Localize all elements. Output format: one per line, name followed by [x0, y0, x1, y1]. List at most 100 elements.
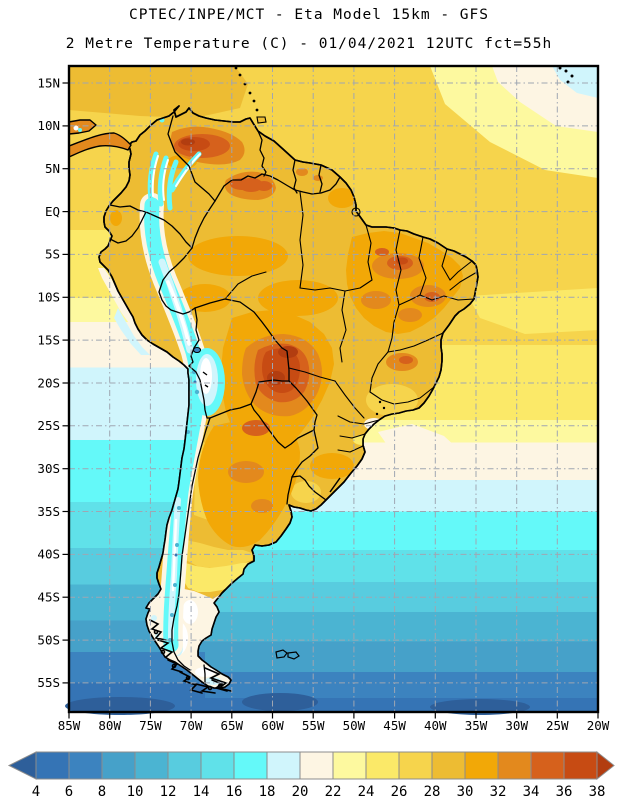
- northeast-atlantic-cool-patch: [552, 66, 598, 98]
- border-chile-bolivia: [188, 365, 211, 419]
- ne-brazil-hot-patch: [398, 308, 422, 322]
- border-brazil-bolivia: [194, 298, 290, 382]
- border-suriname-guiana: [318, 164, 323, 193]
- border-guyana-suriname: [292, 159, 298, 194]
- colombia-cordillera-white: [151, 155, 159, 197]
- border-peru-brazil: [158, 247, 196, 315]
- colorbar-tick-label: 20: [292, 784, 309, 800]
- colorbar-tick-label: 16: [226, 784, 243, 800]
- pampas-warm-region: [198, 420, 300, 548]
- lat-tick-label: 20S: [37, 375, 60, 390]
- south-brazil-warm-blob: [310, 453, 354, 479]
- colorbar-segment: [530, 751, 565, 780]
- border-paraguay-argentina: [250, 403, 315, 449]
- colorbar-tick-label: 24: [358, 784, 375, 800]
- colombia-cordillera-central: [157, 155, 169, 207]
- amazon-warm-blob: [179, 284, 231, 312]
- humboldt-cool-tongue: [114, 308, 150, 355]
- colorbar-tick-label: 38: [589, 784, 606, 800]
- lat-tick-label: 10S: [37, 290, 60, 305]
- lon-tick-label: 85W: [58, 718, 81, 733]
- amapa-warm-spot: [328, 188, 356, 208]
- lat-tick-label: 30S: [37, 461, 60, 476]
- central-america: [68, 119, 132, 158]
- lon-tick-label: 55W: [302, 718, 325, 733]
- colorbar-segment: [332, 751, 367, 780]
- brazil-current-cream-bulge: [378, 424, 468, 478]
- border-peru-bolivia: [188, 307, 200, 367]
- lat-tick-label: 35S: [37, 504, 60, 519]
- colorbar-tick-label: 8: [98, 784, 106, 800]
- cape-verde-dots: [558, 66, 574, 84]
- border-colombia-ecuador: [109, 204, 147, 213]
- colorbar-segment: [101, 751, 136, 780]
- latitude-labels: 15N 10N 5N EQ 5S 10S 15S 20S 25S 30S 35S…: [37, 75, 60, 690]
- venezuela-peak-heat: [181, 138, 195, 146]
- amazon-warm-blob: [188, 236, 288, 276]
- colorbar-above-arrow: [596, 750, 615, 781]
- colombia-cordillera-east: [166, 159, 179, 211]
- southern-ocean-cold-patch: [65, 697, 175, 715]
- border-colombia-venezuela: [167, 115, 216, 202]
- southern-ocean-cold-patch: [242, 693, 318, 711]
- colorbar-tick-label: 26: [391, 784, 408, 800]
- costa-rica-cyan-dot: [78, 128, 82, 132]
- falkland-islands-west: [275, 649, 288, 659]
- colorbar-tick-label: 28: [424, 784, 441, 800]
- colorbar-segment: [365, 751, 400, 780]
- colorbar-segment: [464, 751, 499, 780]
- chart-subtitle: 2 Metre Temperature (C) - 01/04/2021 12U…: [66, 36, 553, 52]
- guiana-coast-spot: [296, 168, 308, 176]
- lat-tick-label: 15S: [37, 332, 60, 347]
- colorbar-segment: [35, 751, 70, 780]
- colorbar-segment: [68, 751, 103, 780]
- colorbar-tick-label: 14: [193, 784, 210, 800]
- colorbar-segment: [398, 751, 433, 780]
- border-ecuador-peru: [109, 211, 147, 244]
- country-borders: [109, 115, 478, 684]
- andes-cold-crest-dots: [168, 369, 200, 642]
- colorbar-segment: [497, 751, 532, 780]
- se-brazil-coastal-islets: [375, 400, 386, 416]
- humboldt-cream-tongue: [98, 268, 139, 328]
- chilean-fjords: [149, 619, 232, 694]
- colorbar-segment: [431, 751, 466, 780]
- amazon-warm-blob: [258, 280, 338, 316]
- ne-brazil-hot-patch: [361, 291, 391, 309]
- border-peru-colombia: [145, 211, 193, 249]
- altiplano-white-core: [200, 358, 212, 394]
- colorbar: 4 6 8 10 12 14 16 18 20 22 24 26 28 30 3…: [7, 750, 615, 800]
- pampas-hot-patch: [228, 461, 264, 483]
- panama-strip: [68, 132, 132, 158]
- colorbar-tick-label: 34: [523, 784, 540, 800]
- mid-atlantic-pale-tongue: [468, 288, 598, 334]
- chart-title: CPTEC/INPE/MCT - Eta Model 15km - GFS: [129, 7, 489, 23]
- ne-brazil-hot-core: [424, 292, 440, 302]
- colorbar-segment: [233, 751, 268, 780]
- costa-rica-white-dot: [73, 125, 79, 131]
- lon-tick-label: 65W: [221, 718, 244, 733]
- map-frame: [67, 64, 600, 714]
- colorbar-segment: [200, 751, 235, 780]
- lon-tick-label: 45W: [383, 718, 406, 733]
- patagonia-white-patch: [182, 600, 198, 624]
- ecuador-warm-spot: [110, 210, 122, 226]
- colorbar-tick-label: 30: [457, 784, 474, 800]
- longitude-labels: 85W 80W 75W 70W 65W 60W 55W 50W 45W 40W …: [58, 718, 610, 733]
- caribbean-warm-patch: [69, 66, 248, 118]
- guiana-coast-spot: [313, 175, 323, 181]
- colorbar-segment: [266, 751, 301, 780]
- brazil-state-borders: [225, 191, 478, 453]
- fjord-cool-spot: [151, 615, 157, 621]
- lat-tick-label: 40S: [37, 547, 60, 562]
- lon-tick-label: 60W: [261, 718, 284, 733]
- lat-tick-label: 25S: [37, 418, 60, 433]
- lake-titicaca: [192, 346, 202, 354]
- marajo-island: [351, 207, 361, 217]
- border-argentina-brazil: [291, 429, 319, 478]
- minas-hot-core: [399, 356, 413, 364]
- lat-tick-label: 55S: [37, 675, 60, 690]
- lon-tick-label: 40W: [424, 718, 447, 733]
